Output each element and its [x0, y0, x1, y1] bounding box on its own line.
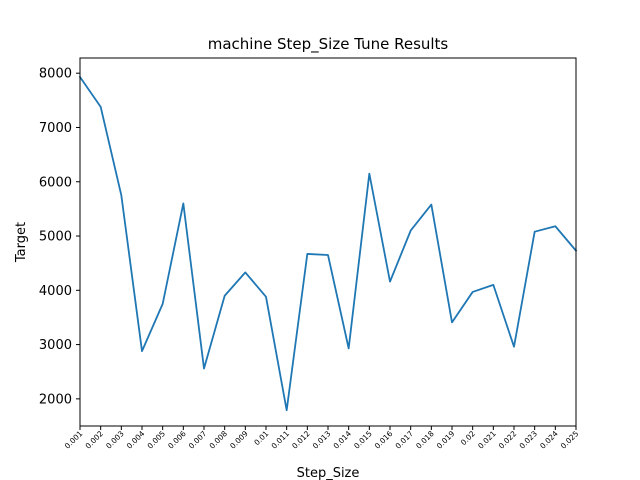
- y-tick-label: 4000: [39, 284, 72, 299]
- y-tick-label: 3000: [39, 338, 72, 353]
- chart-title: machine Step_Size Tune Results: [208, 35, 449, 54]
- series-line-0: [78, 75, 578, 412]
- x-axis-label: Step_Size: [297, 466, 360, 480]
- y-tick-label: 7000: [39, 121, 72, 136]
- y-tick-label: 2000: [39, 392, 72, 407]
- y-tick-label: 6000: [39, 175, 72, 190]
- y-tick-label: 8000: [39, 67, 72, 82]
- y-tick-label: 5000: [39, 230, 72, 245]
- y-axis-label: Target: [14, 222, 29, 263]
